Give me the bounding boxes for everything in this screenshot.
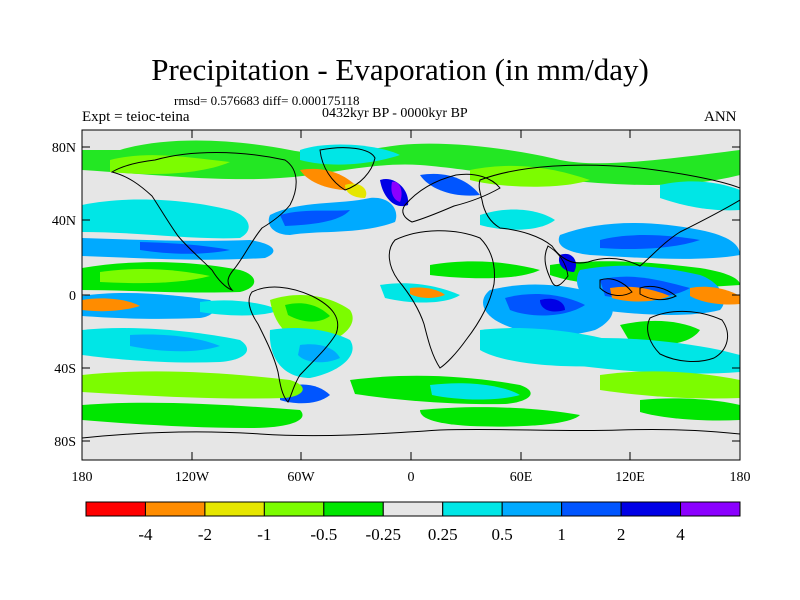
colorbar-box (323, 501, 384, 517)
colorbar-box (442, 501, 503, 517)
lon-tick-label: 180 (730, 470, 751, 485)
colorbar-box (85, 501, 146, 517)
colorbar-label: 4 (676, 525, 685, 544)
south-america-outline (248, 286, 339, 403)
colorbar-label: -0.5 (310, 525, 337, 544)
colorbar-box (263, 501, 325, 517)
colorbar-labels: -4 -2 -1 -0.5 -0.25 0.25 0.5 1 2 4 (138, 525, 685, 544)
season-label: ANN (704, 109, 737, 125)
colorbar-box (501, 501, 563, 517)
coastlines (82, 147, 740, 439)
latitude-axis: 80N 40N 0 40S 80S (52, 141, 740, 450)
colorbar-label: -2 (198, 525, 212, 544)
india-outline (544, 245, 569, 287)
lat-tick-label: 40N (52, 214, 76, 229)
colorbar-box (680, 501, 741, 517)
australia-outline (647, 310, 729, 362)
lat-tick-label: 40S (54, 362, 76, 377)
greenland-outline (319, 147, 376, 191)
north-america-outline (110, 152, 297, 292)
lat-tick-label: 80N (52, 141, 76, 156)
southeast-asia-islands-outline (599, 278, 677, 301)
lon-tick-label: 60W (287, 470, 315, 485)
colorbar-label: 0.25 (428, 525, 458, 544)
asia-outline (478, 164, 740, 267)
colorbar-label: 2 (617, 525, 626, 544)
lat-tick-label: 80S (54, 435, 76, 450)
europe-outline (402, 173, 501, 223)
africa-outline (388, 230, 495, 369)
longitude-axis: 180 120W 60W 0 60E 120E 180 (72, 130, 751, 485)
experiment-label: Expt = teioc-teina (82, 109, 190, 125)
colorbar-label: -4 (138, 525, 153, 544)
colorbar-label: -0.25 (366, 525, 401, 544)
colorbar-box (382, 501, 444, 517)
colorbar-label: -1 (257, 525, 271, 544)
precip-evap-contours (82, 140, 740, 428)
colorbar-label: 0.5 (492, 525, 513, 544)
lat-tick-label: 0 (69, 289, 76, 304)
colorbar-box (144, 501, 206, 517)
plot-title: Precipitation - Evaporation (in mm/day) (151, 52, 649, 87)
lon-tick-label: 180 (72, 470, 93, 485)
rmsd-diff-stats: rmsd= 0.576683 diff= 0.000175118 (174, 93, 360, 108)
colorbar-boxes (85, 501, 741, 517)
colorbar-label: 1 (557, 525, 566, 544)
colorbar-box (620, 501, 682, 517)
lon-tick-label: 60E (510, 470, 533, 485)
lon-tick-label: 120E (615, 470, 645, 485)
colorbar-box (204, 501, 265, 517)
lon-tick-label: 0 (408, 470, 415, 485)
lon-tick-label: 120W (175, 470, 210, 485)
time-period-label: 0432kyr BP - 0000kyr BP (322, 106, 468, 121)
colorbar-box (561, 501, 622, 517)
antarctica-outline (82, 428, 740, 439)
